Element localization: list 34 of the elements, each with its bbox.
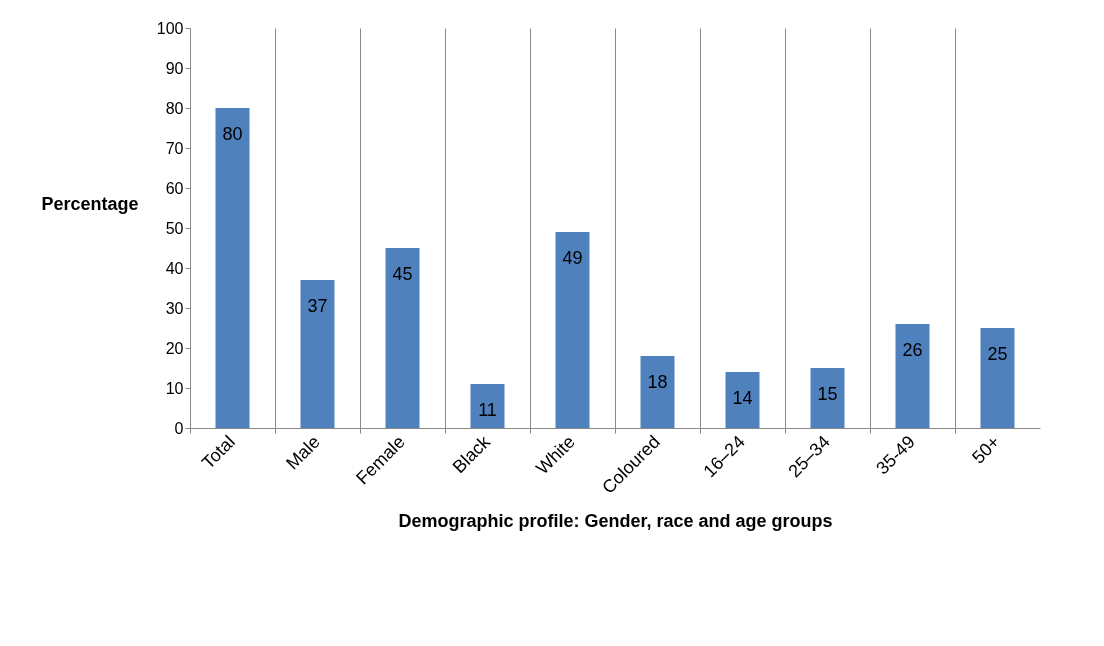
bar (300, 280, 335, 428)
y-tick-label: 40 (165, 259, 184, 277)
bar (725, 372, 760, 428)
x-axis-title: Demographic profile: Gender, race and age groups (398, 510, 833, 531)
bar (895, 324, 930, 428)
bar (810, 368, 845, 428)
data-label: 11 (478, 400, 497, 420)
y-tick-label: 20 (165, 339, 184, 357)
y-tick-label: 90 (165, 59, 184, 77)
bar (470, 384, 505, 428)
data-label: 45 (392, 264, 413, 284)
y-tick-label: 0 (174, 419, 184, 437)
data-label: 37 (307, 296, 328, 316)
bar (640, 356, 675, 428)
bar (980, 328, 1015, 428)
y-tick-label: 10 (165, 379, 184, 397)
y-tick-label: 100 (156, 19, 184, 37)
bar (385, 248, 420, 428)
data-label: 49 (562, 248, 583, 268)
y-tick-label: 70 (165, 139, 184, 157)
data-label: 25 (987, 344, 1008, 364)
data-label: 80 (222, 124, 243, 144)
y-tick-label: 60 (165, 179, 184, 197)
data-label: 26 (902, 340, 923, 360)
y-tick-label: 50 (165, 219, 184, 237)
x-tick-label: 50+ (968, 431, 1004, 468)
y-tick-label: 80 (165, 99, 184, 117)
data-label: 14 (732, 388, 753, 408)
y-axis-title: Percentage (41, 193, 139, 214)
bar (555, 232, 590, 428)
y-tick-label: 30 (165, 299, 184, 317)
data-label: 15 (817, 384, 838, 404)
bar (215, 108, 250, 428)
data-label: 18 (647, 372, 668, 392)
